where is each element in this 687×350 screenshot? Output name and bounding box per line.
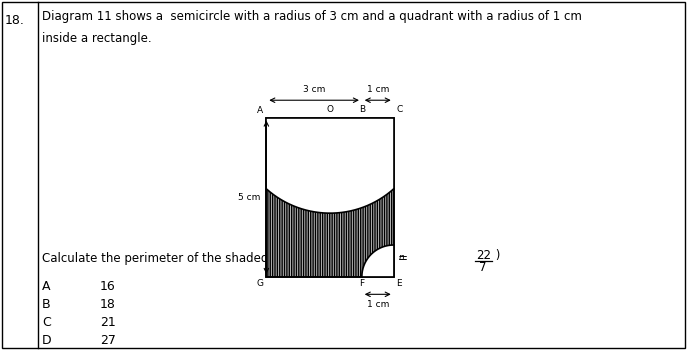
Bar (267, 118, 394, 277)
Polygon shape (362, 245, 394, 277)
Text: n: n (398, 253, 404, 262)
Text: Diagram 11 shows a  semicircle with a radius of 3 cm and a quadrant with a radiu: Diagram 11 shows a semicircle with a rad… (42, 10, 582, 23)
Text: 7: 7 (479, 261, 486, 274)
Text: A: A (257, 106, 263, 115)
Text: 18: 18 (100, 298, 116, 311)
Text: C: C (42, 316, 51, 329)
Text: O: O (326, 105, 333, 114)
Text: Calculate the perimeter of the shaded region, in cm. (Use π =: Calculate the perimeter of the shaded re… (42, 252, 412, 265)
Polygon shape (234, 118, 425, 213)
Bar (267, 118, 394, 277)
Text: 1 cm: 1 cm (367, 85, 389, 94)
Text: 27: 27 (100, 334, 116, 347)
Text: 3 cm: 3 cm (303, 85, 325, 94)
Text: E: E (396, 279, 402, 288)
Text: A: A (42, 280, 51, 293)
Text: Diagram 11: Diagram 11 (308, 232, 382, 245)
Text: inside a rectangle.: inside a rectangle. (42, 32, 152, 45)
Text: D: D (42, 334, 52, 347)
Text: ): ) (492, 249, 500, 262)
Text: G: G (256, 279, 263, 288)
Text: C: C (396, 105, 403, 114)
Text: 16: 16 (100, 280, 115, 293)
Text: 21: 21 (100, 316, 115, 329)
Text: 1 cm: 1 cm (367, 300, 389, 309)
Text: B: B (42, 298, 51, 311)
Text: B: B (359, 105, 365, 114)
Text: F: F (359, 279, 364, 288)
Text: 18.: 18. (5, 14, 25, 27)
Text: 22: 22 (476, 249, 491, 262)
Text: 5 cm: 5 cm (238, 193, 260, 202)
